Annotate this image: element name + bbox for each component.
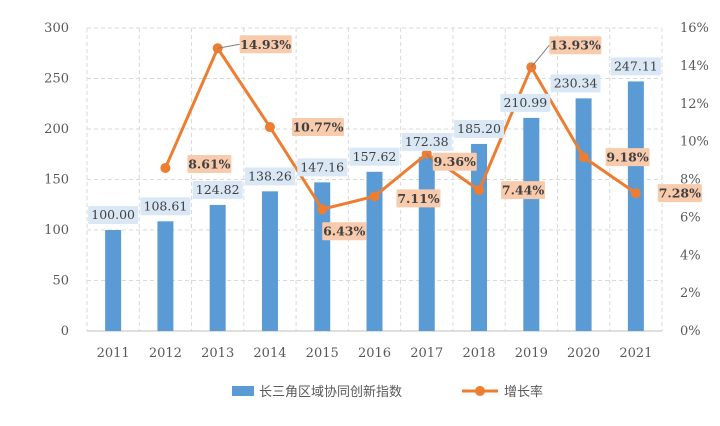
rate-value-label-box: [501, 181, 546, 200]
x-tick-label: 2013: [201, 346, 234, 361]
rate-label-leader: [426, 153, 434, 163]
rate-value-label-box: [322, 222, 367, 241]
rate-label-leader: [217, 43, 240, 49]
bar: [627, 81, 644, 331]
rate-value-label-box: [432, 152, 477, 171]
bar-value-label-box: [88, 206, 139, 224]
legend-line-marker: [475, 386, 485, 396]
legend-line-label: 增长率: [504, 384, 543, 400]
rate-value-label: 7.28%: [659, 186, 701, 201]
x-tick-label: 2021: [619, 346, 652, 361]
bar-value-label-box: [454, 119, 505, 138]
rate-label-leader: [530, 44, 550, 68]
y-left-tick-label: 300: [44, 21, 69, 36]
bar-value-label-box: [349, 147, 400, 166]
rate-line: [164, 46, 637, 211]
bar-value-label-box: [244, 167, 295, 186]
rate-value-label-box: [657, 184, 702, 203]
y-left-tick-label: 50: [52, 274, 69, 289]
rate-value-label-box: [187, 154, 232, 173]
rate-value-label: 13.93%: [550, 38, 601, 53]
rate-value-label: 7.11%: [397, 191, 439, 206]
y-left-tick-label: 0: [61, 324, 69, 339]
bar-value-label-box: [610, 57, 661, 76]
bar-value-label: 247.11: [614, 58, 658, 73]
bar: [314, 182, 331, 331]
y-right-tick-label: 12%: [680, 97, 709, 112]
bar-value-label-box: [500, 93, 551, 112]
y-right-tick-label: 16%: [680, 21, 709, 36]
rate-value-label-box: [549, 36, 602, 55]
rate-point: [264, 122, 275, 133]
y-right-tick-label: 6%: [680, 210, 701, 225]
bar: [157, 221, 174, 331]
x-tick-label: 2018: [462, 346, 495, 361]
bar: [105, 230, 122, 331]
legend-bar-swatch: [232, 386, 254, 396]
rate-point: [474, 185, 485, 196]
bar: [366, 171, 383, 331]
x-tick-label: 2017: [410, 346, 443, 361]
rate-value-label: 9.36%: [434, 154, 476, 169]
x-tick-label: 2016: [358, 346, 391, 361]
bar-value-label: 147.16: [300, 159, 344, 174]
y-left-tick-label: 250: [44, 72, 69, 87]
rate-value-label: 14.93%: [240, 37, 291, 52]
rate-point: [369, 191, 380, 202]
legend-bar-label: 长三角区域协同创新指数: [259, 384, 402, 400]
y-right-tick-label: 2%: [680, 286, 701, 301]
bar-value-label: 108.61: [144, 198, 188, 213]
rate-value-label: 6.43%: [323, 224, 365, 239]
bar: [209, 204, 226, 331]
y-right-tick-label: 8%: [680, 173, 701, 188]
x-tick-label: 2020: [567, 346, 600, 361]
rate-point: [630, 188, 641, 199]
bar: [418, 156, 435, 331]
bar-value-label-box: [401, 132, 452, 151]
rate-point: [317, 204, 328, 215]
x-tick-label: 2019: [515, 346, 548, 361]
y-right-tick-label: 4%: [680, 248, 701, 263]
rate-value-label: 8.61%: [188, 156, 230, 171]
bar-value-label: 185.20: [457, 121, 501, 136]
bar-value-label: 172.38: [405, 134, 449, 149]
bar: [523, 117, 540, 331]
bar-value-label-box: [550, 74, 601, 93]
rate-value-label-box: [396, 189, 441, 208]
x-tick-label: 2014: [253, 346, 286, 361]
rate-value-label-box: [239, 35, 292, 54]
rate-value-label: 9.18%: [606, 150, 648, 165]
bar-value-label-box: [140, 197, 191, 216]
bar: [575, 98, 592, 331]
rate-value-label-box: [605, 148, 650, 167]
bar-value-label-box: [297, 158, 348, 177]
bar-value-label-box: [192, 180, 243, 199]
bar: [471, 143, 488, 331]
y-left-tick-label: 150: [44, 173, 69, 188]
y-right-tick-label: 0%: [680, 324, 701, 339]
y-right-tick-label: 14%: [680, 59, 709, 74]
rate-point: [160, 162, 171, 173]
bar-value-label: 138.26: [248, 168, 292, 183]
rate-point: [578, 152, 589, 163]
bar-value-label: 210.99: [503, 95, 547, 110]
y-left-tick-label: 100: [44, 223, 69, 238]
x-tick-label: 2011: [97, 346, 130, 361]
bar-value-label: 157.62: [353, 149, 397, 164]
x-tick-label: 2012: [149, 346, 182, 361]
rate-value-label-box: [291, 118, 344, 137]
bar-value-label: 100.00: [91, 207, 135, 222]
y-right-tick-label: 10%: [680, 135, 709, 150]
x-tick-label: 2015: [306, 346, 339, 361]
rate-value-label: 10.77%: [292, 120, 343, 135]
bar-value-label: 124.82: [196, 182, 240, 197]
rate-value-label: 7.44%: [502, 183, 544, 198]
bar: [261, 191, 278, 331]
bar-value-label: 230.34: [554, 75, 598, 90]
y-left-tick-label: 200: [44, 122, 69, 137]
